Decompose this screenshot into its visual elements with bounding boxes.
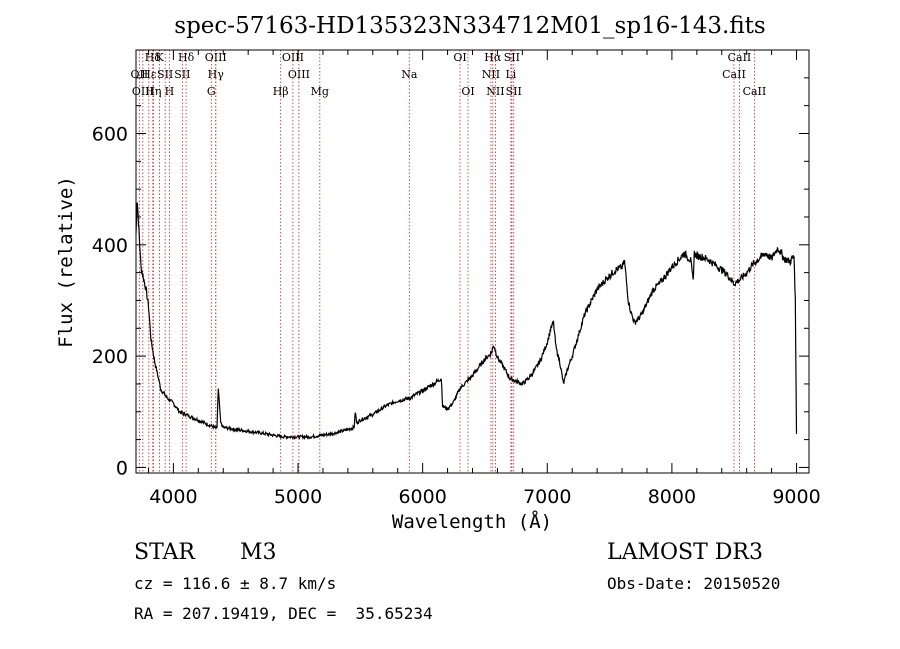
x-tick-label: 4000 xyxy=(149,486,197,508)
spectral-line-label: NII xyxy=(482,68,500,81)
x-tick-label: 8000 xyxy=(648,486,696,508)
axis-tick-labels: 4000 5000 6000 7000 8000 9000 0 200 400 600 xyxy=(92,123,821,508)
spectral-line-label: Mg xyxy=(311,85,329,98)
x-tick-label: 7000 xyxy=(523,486,571,508)
spectral-line-label: K xyxy=(155,51,164,64)
spectral-line-label: Na xyxy=(401,68,418,81)
spectral-line-label: OII xyxy=(131,68,149,81)
redshift-info: cz = 116.6 ± 8.7 km/s xyxy=(134,574,336,593)
x-tick-label: 6000 xyxy=(398,486,446,508)
spectral-line-label: SII xyxy=(157,68,173,81)
chart-title: spec-57163-HD135323N334712M01_sp16-143.f… xyxy=(174,13,765,39)
spectral-line-label: CaII xyxy=(743,85,767,98)
y-axis-label: Flux (relative) xyxy=(55,176,77,348)
x-tick-label: 5000 xyxy=(274,486,322,508)
spectral-line-label: NII xyxy=(486,85,504,98)
x-axis-label: Wavelength (Å) xyxy=(392,510,552,533)
line-markers xyxy=(138,50,755,473)
spectral-line-label: G xyxy=(207,85,216,98)
spectral-line-label: OI xyxy=(453,51,466,64)
spectral-line-label: Hα xyxy=(484,51,502,64)
obs-date: Obs-Date: 20150520 xyxy=(607,574,780,593)
y-tick-label: 600 xyxy=(92,123,128,145)
y-tick-label: 200 xyxy=(92,346,128,368)
spectral-line-label: Hε xyxy=(141,68,157,81)
spectral-line-label: Hη xyxy=(145,85,161,98)
spectral-line-label: OIII xyxy=(288,68,310,81)
survey-name: LAMOST DR3 xyxy=(607,540,763,565)
spectral-line-label: SII xyxy=(174,68,190,81)
y-tick-label: 0 xyxy=(116,457,128,479)
spectral-line-label: OIII xyxy=(282,51,304,64)
object-subclass: M3 xyxy=(240,540,277,565)
object-class: STAR xyxy=(134,540,196,565)
x-tick-label: 9000 xyxy=(772,486,820,508)
spectral-line-label: SII xyxy=(504,51,520,64)
spectral-line-label: H xyxy=(165,85,175,98)
spectral-line-label: OI xyxy=(461,85,474,98)
spectral-line-label: CaII xyxy=(728,51,752,64)
spectral-line-label: OIII xyxy=(132,85,154,98)
y-tick-label: 400 xyxy=(92,235,128,257)
spectral-line-label: Hγ xyxy=(208,68,225,81)
spectrum-line xyxy=(135,202,798,441)
spectral-line-label: Hβ xyxy=(273,85,289,98)
axis-ticks xyxy=(136,50,809,473)
spectral-line-label: Li xyxy=(505,68,516,81)
spectral-line-label: OIII xyxy=(205,51,227,64)
coordinates: RA = 207.19419, DEC = 35.65234 xyxy=(134,604,433,623)
spectral-line-label: SII xyxy=(506,85,522,98)
spectral-line-label: Hδ xyxy=(178,51,195,64)
spectral-line-label: CaII xyxy=(722,68,746,81)
